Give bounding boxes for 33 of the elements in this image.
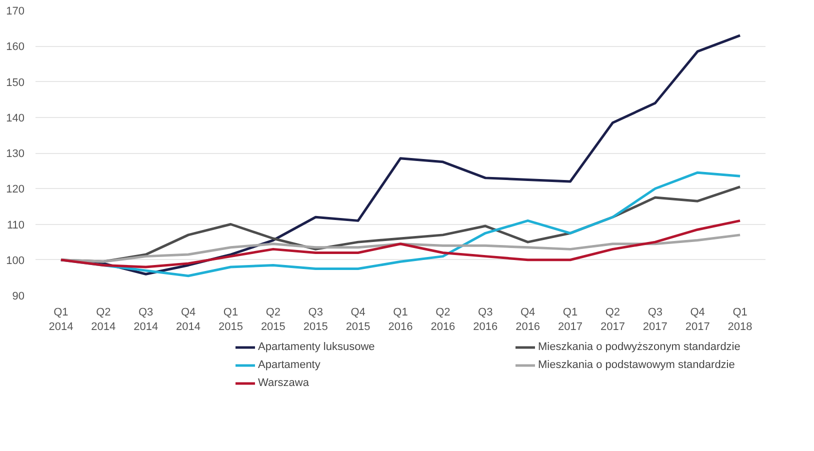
y-tick-label: 150 (6, 76, 25, 89)
x-tick-label: Q3 2017 (642, 306, 668, 333)
x-tick-label: Q3 2014 (134, 306, 158, 333)
x-tick-label: Q1 2017 (558, 306, 583, 333)
x-tick-label: Q3 2015 (303, 306, 328, 333)
legend-label: Mieszkania o podwyższonym standardzie (538, 341, 740, 353)
x-tick-label: Q3 2016 (473, 306, 498, 333)
x-tick-label: Q4 2017 (685, 306, 710, 333)
x-tick-label: Q1 2015 (218, 306, 243, 333)
y-tick-label: 120 (6, 184, 25, 196)
legend-label: Mieszkania o podstawowym standardzie (538, 359, 735, 371)
y-tick-label: 130 (6, 148, 25, 160)
x-tick-label: Q4 2016 (516, 306, 540, 333)
x-tick-label: Q1 2016 (388, 306, 413, 333)
line-series (60, 234, 742, 263)
x-tick-label: Q2 2014 (91, 306, 116, 333)
legend-label: Apartamenty luksusowe (258, 341, 375, 353)
y-tick-label: 90 (12, 290, 25, 302)
x-tick-label: Q2 2015 (260, 306, 286, 333)
y-tick-label: 140 (6, 112, 25, 124)
x-tick-label: Q4 2015 (346, 306, 370, 333)
x-tick-label: Q1 2018 (728, 306, 752, 333)
y-tick-label: 110 (6, 219, 25, 232)
x-tick-label: Q1 2014 (48, 306, 74, 333)
y-tick-label: 100 (6, 254, 25, 267)
legend-label: Warszawa (258, 377, 309, 389)
legend-label: Apartamenty (258, 359, 320, 371)
line-series (60, 219, 742, 268)
x-tick-label: Q4 2014 (176, 306, 201, 333)
y-tick-label: 160 (6, 41, 25, 54)
x-tick-label: Q2 2017 (600, 306, 625, 333)
y-tick-label: 170 (6, 6, 25, 18)
x-tick-label: Q2 2016 (430, 306, 456, 333)
